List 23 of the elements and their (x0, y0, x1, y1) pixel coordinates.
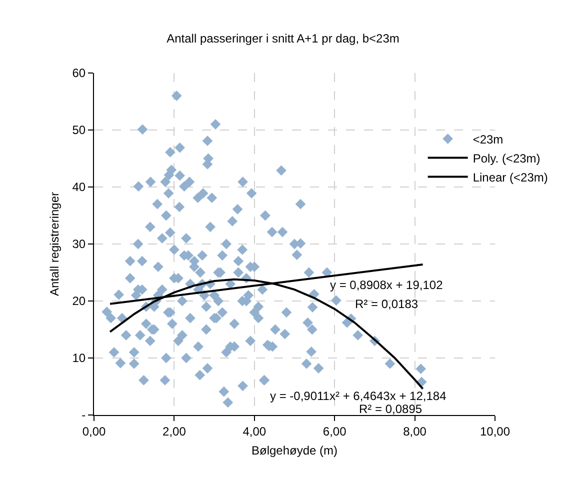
y-tick-label: 60 (72, 66, 86, 80)
annotation: R² = 0,0183 (355, 297, 418, 311)
annotation: y = -0,9011x² + 6,4643x + 12,184 (270, 389, 447, 403)
y-tick-label: 30 (72, 237, 86, 252)
x-tick-label: 6,00 (322, 424, 347, 438)
chart-title: Antall passeringer i snitt A+1 pr dag, b<23m (166, 31, 400, 46)
x-tick-label: 0,00 (82, 424, 106, 438)
y-tick-label: 50 (72, 123, 86, 138)
legend-label: Linear (<23m) (472, 170, 548, 184)
x-axis-title: Bølgehøyde (m) (251, 443, 338, 458)
legend-label: Poly. (<23m) (472, 151, 540, 166)
x-tick-label: 8,00 (403, 424, 427, 438)
y-tick-label: 20 (72, 294, 86, 308)
y-tick-label: 10 (72, 351, 86, 366)
annotation: y = 0,8908x + 19,102 (330, 278, 444, 292)
x-tick-label: 2,00 (162, 424, 186, 438)
y-axis-title: Antall registreringer (48, 192, 62, 296)
legend-label: <23m (472, 132, 504, 146)
x-tick-label: 4,00 (242, 424, 266, 438)
y-tick-label: 40 (72, 180, 86, 194)
y-tick-label: - (82, 408, 86, 422)
annotation: R² = 0,0895 (359, 402, 422, 416)
x-tick-label: 10,00 (480, 424, 510, 438)
